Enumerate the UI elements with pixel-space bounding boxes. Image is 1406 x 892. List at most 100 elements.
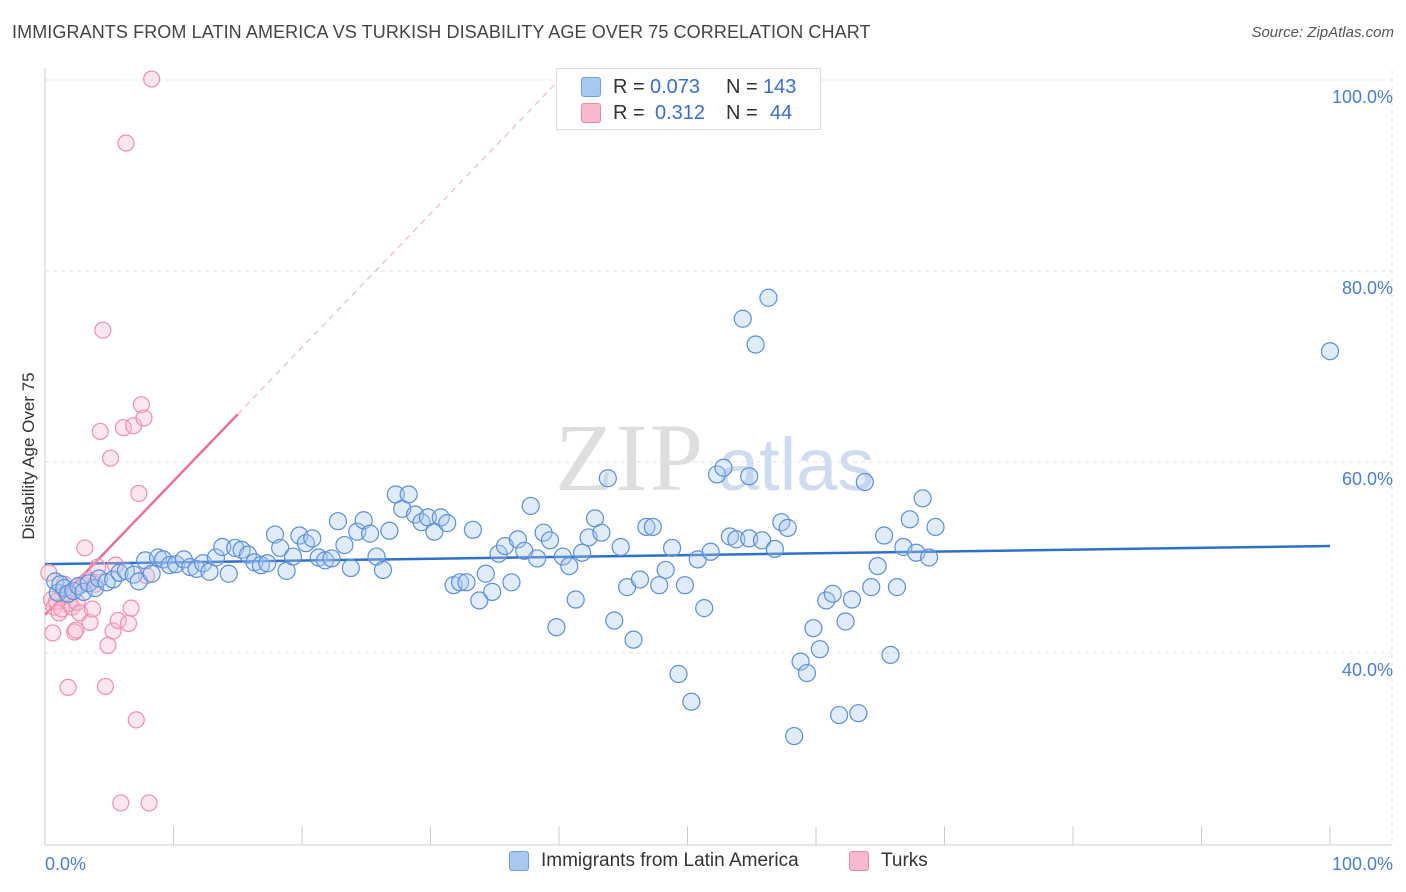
- latin-america-point: [463, 520, 483, 539]
- turks-point: [135, 409, 153, 427]
- latin-america-point: [823, 584, 842, 603]
- latin-america-point: [438, 514, 457, 533]
- latin-america-point: [573, 543, 592, 562]
- turks-point: [122, 599, 140, 617]
- latin-america-point: [669, 664, 688, 684]
- latin-america-point: [316, 551, 335, 570]
- latin-america-point: [489, 544, 508, 563]
- stats-legend: R = 0.073 N = 143 R = 0.312 N = 44: [556, 68, 821, 130]
- latin-america-point: [727, 530, 746, 549]
- latin-america-point: [862, 578, 881, 597]
- latin-america-point: [476, 564, 495, 583]
- turks-point: [104, 622, 122, 640]
- latin-america-point: [656, 560, 675, 580]
- turks-point: [96, 677, 114, 696]
- latin-america-point: [251, 556, 270, 575]
- legend-swatch-pink: [849, 851, 869, 871]
- latin-america-point: [875, 526, 894, 545]
- trend-line-turks-extension: [237, 79, 560, 415]
- legend-label: Immigrants from Latin America: [541, 850, 799, 871]
- stat-swatch-blue: [581, 77, 601, 97]
- latin-america-point: [335, 535, 354, 555]
- turks-point: [117, 134, 135, 152]
- latin-america-point: [682, 692, 701, 711]
- latin-america-point: [810, 640, 829, 659]
- turks-point: [83, 600, 102, 618]
- latin-america-point: [258, 554, 277, 573]
- y-axis-label: Disability Age Over 75: [19, 372, 38, 539]
- latin-america-point: [528, 549, 547, 568]
- bottom-legend: Immigrants from Latin America Turks: [0, 850, 1406, 880]
- latin-america-point: [592, 523, 611, 542]
- latin-america-point: [804, 619, 823, 638]
- latin-america-point: [206, 548, 226, 567]
- turks-point: [101, 449, 120, 467]
- grid-lines: [45, 70, 1393, 845]
- latin-america-point: [86, 578, 105, 598]
- latin-america-point: [142, 564, 161, 583]
- latin-america-point: [778, 518, 797, 537]
- latin-america-point: [926, 517, 945, 537]
- trend-lines: [44, 79, 1331, 616]
- latin-america-point: [855, 472, 874, 492]
- latin-america-point: [271, 538, 290, 558]
- latin-america-point: [605, 611, 624, 630]
- latin-america-point: [566, 590, 585, 609]
- legend-label: Turks: [881, 850, 928, 871]
- turks-point: [91, 422, 109, 441]
- latin-america-point: [881, 645, 900, 665]
- y-tick-label: 80.0%: [1342, 278, 1393, 298]
- watermark: ZIP atlas: [555, 404, 874, 511]
- latin-america-point: [611, 537, 630, 557]
- latin-america-point: [59, 584, 78, 603]
- stat-n-label: N =: [726, 75, 758, 98]
- latin-america-point: [110, 563, 129, 582]
- latin-america-point: [868, 556, 887, 576]
- latin-america-point: [104, 570, 123, 589]
- watermark-zip: ZIP: [555, 404, 705, 511]
- latin-america-point: [765, 539, 784, 559]
- stat-r-value: 0.312: [655, 101, 706, 124]
- x-tick-labels: 0.0% 100.0%: [45, 854, 1393, 874]
- latin-america-point: [238, 545, 258, 564]
- latin-america-point: [637, 517, 656, 537]
- latin-america-point: [900, 510, 919, 529]
- turks-points: [40, 70, 161, 812]
- latin-america-point: [450, 573, 470, 592]
- watermark-atlas: atlas: [718, 423, 874, 506]
- latin-america-point: [508, 530, 527, 549]
- latin-america-point: [791, 652, 810, 671]
- legend-item-latin-america[interactable]: Immigrants from Latin America: [509, 850, 799, 872]
- turks-point: [59, 678, 77, 696]
- legend-item-turks[interactable]: Turks: [849, 850, 928, 872]
- latin-america-point: [74, 582, 93, 601]
- latin-america-point: [174, 550, 193, 569]
- latin-america-point: [380, 521, 399, 540]
- latin-america-point: [265, 525, 285, 544]
- latin-america-point: [785, 726, 804, 746]
- stat-r-label: R =: [613, 75, 645, 98]
- latin-america-point: [373, 560, 393, 580]
- stat-r-value: 0.073: [650, 75, 701, 98]
- x-tick-label: 0.0%: [45, 854, 86, 874]
- latin-america-points: [46, 288, 1340, 746]
- latin-america-point: [675, 576, 695, 595]
- latin-america-point: [328, 512, 348, 531]
- latin-america-point: [213, 537, 232, 557]
- turks-point: [99, 636, 117, 654]
- turks-point: [76, 539, 94, 557]
- latin-america-point: [540, 531, 560, 550]
- legend-swatch-blue: [509, 851, 529, 871]
- latin-america-point: [598, 469, 617, 488]
- y-tick-labels: 40.0% 60.0% 80.0% 100.0%: [1332, 87, 1393, 680]
- stat-r-label: R =: [613, 101, 645, 124]
- latin-america-point: [701, 542, 720, 561]
- turks-point: [132, 396, 150, 414]
- latin-america-point: [521, 496, 540, 516]
- latin-america-point: [797, 663, 817, 683]
- latin-america-point: [630, 570, 650, 589]
- y-tick-label: 100.0%: [1332, 87, 1393, 107]
- latin-america-point: [836, 612, 855, 631]
- latin-america-point: [887, 578, 907, 597]
